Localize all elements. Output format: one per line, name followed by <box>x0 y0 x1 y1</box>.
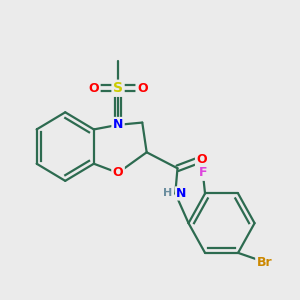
Text: Br: Br <box>257 256 272 268</box>
Text: O: O <box>88 82 99 95</box>
Text: F: F <box>199 167 207 179</box>
Text: O: O <box>137 82 148 95</box>
Text: H: H <box>163 188 172 198</box>
Text: O: O <box>113 167 123 179</box>
Text: O: O <box>196 153 207 166</box>
Text: N: N <box>113 118 123 131</box>
Text: S: S <box>113 81 123 95</box>
Text: N: N <box>176 187 186 200</box>
